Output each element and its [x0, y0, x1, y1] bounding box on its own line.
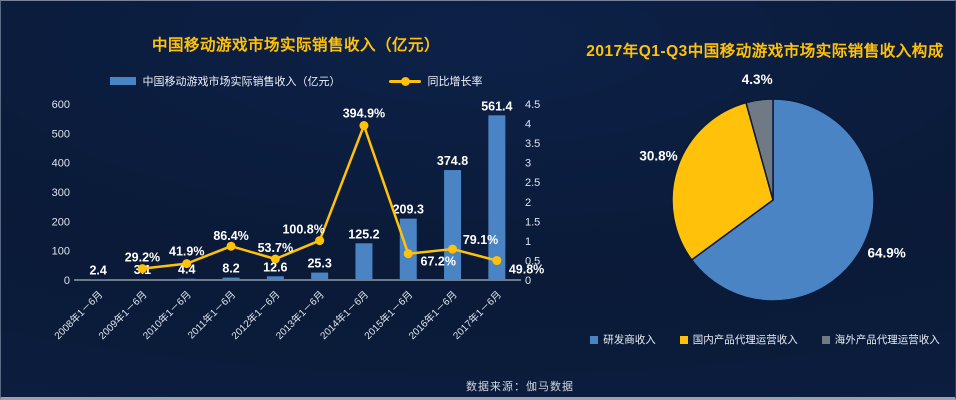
left-axis-tick-500: 500	[52, 128, 70, 140]
line-point-2012年1－6月	[270, 254, 280, 264]
legend-label-revenue: 中国移动游戏市场实际销售收入（亿元）	[142, 76, 341, 88]
bar-2010年1－6月	[178, 278, 196, 280]
right-axis-tick-3.5: 3.5	[525, 138, 540, 150]
line-point-2014年1－6月	[359, 121, 369, 131]
pie-legend-label: 海外产品代理运营收入	[834, 334, 940, 346]
right-axis-tick-0: 0	[525, 275, 531, 287]
bar-label-2011年1－6月: 8.2	[222, 262, 239, 276]
line-point-2016年1－6月	[448, 244, 458, 254]
pie-value-label-国内产品代理运营收入: 30.8%	[639, 148, 677, 163]
pie-chart-title: 2017年Q1-Q3中国移动游戏市场实际销售收入构成	[586, 43, 944, 60]
line-label-2012年1－6月: 53.7%	[258, 241, 293, 255]
pie-chart-legend: 研发商收入 国内产品代理运营收入 海外产品代理运营收入	[577, 332, 953, 347]
line-label-2009年1－6月: 29.2%	[125, 251, 160, 265]
pie-legend-item-研发商收入: 研发商收入	[590, 332, 656, 347]
pie-slice-海外产品代理运营收入	[745, 98, 774, 201]
left-axis-tick-0: 0	[64, 275, 70, 287]
line-marker-icon	[400, 76, 410, 86]
bar-2014年1－6月	[355, 243, 373, 280]
line-label-2016年1－6月: 79.1%	[463, 233, 498, 247]
line-label-2011年1－6月: 86.4%	[213, 229, 248, 243]
pie-value-label-海外产品代理运营收入: 4.3%	[742, 72, 773, 87]
pie-slice-国内产品代理运营收入	[671, 101, 774, 261]
right-axis-tick-2.5: 2.5	[525, 177, 540, 189]
bar-2008年1－6月	[89, 279, 107, 280]
pie-legend-item-海外产品代理运营收入: 海外产品代理运营收入	[821, 332, 940, 347]
line-point-2010年1－6月	[182, 259, 192, 269]
pie-slice-研发商收入	[690, 98, 875, 302]
pie-legend-swatch-icon	[590, 335, 599, 344]
bar-2017年1－6月	[488, 115, 506, 280]
legend-item-growth-rate: 同比增长率	[388, 73, 483, 89]
right-axis-tick-0.5: 0.5	[525, 255, 540, 267]
line-series-swatch-icon	[388, 76, 421, 86]
line-point-2009年1－6月	[137, 264, 147, 274]
left-axis-tick-400: 400	[52, 158, 70, 170]
bar-2013年1－6月	[311, 272, 329, 280]
line-label-2015年1－6月: 67.2%	[421, 255, 456, 269]
bar-2009年1－6月	[133, 279, 151, 280]
right-axis-tick-3: 3	[525, 158, 531, 170]
pie-chart: 64.9% 30.8% 4.3%	[639, 72, 906, 302]
bar-label-2008年1－6月: 2.4	[89, 263, 106, 277]
bar-label-2013年1－6月: 25.3	[307, 257, 331, 271]
source-note: 数据来源：伽马数据	[466, 381, 574, 393]
bar-chart-legend: 中国移动游戏市场实际销售收入（亿元） 同比增长率	[26, 73, 566, 89]
line-point-2017年1－6月	[492, 256, 502, 266]
left-axis-tick-200: 200	[52, 216, 70, 228]
pie-value-label-研发商收入: 64.9%	[867, 245, 905, 260]
bar-label-2010年1－6月: 4.4	[178, 263, 195, 277]
legend-item-revenue: 中国移动游戏市场实际销售收入（亿元）	[109, 73, 341, 89]
line-label-2017年1－6月: 49.8%	[509, 263, 544, 277]
right-axis-tick-1: 1	[525, 236, 531, 248]
bar-2012年1－6月	[266, 276, 284, 280]
bar-label-2012年1－6月: 12.6	[263, 260, 287, 274]
right-axis-tick-2: 2	[525, 197, 531, 209]
bar-label-2017年1－6月: 561.4	[481, 99, 512, 113]
right-axis-tick-4.5: 4.5	[525, 99, 540, 111]
line-label-2013年1－6月: 100.8%	[282, 223, 324, 237]
pie-legend-label: 研发商收入	[603, 334, 656, 346]
pie-legend-swatch-icon	[679, 335, 688, 344]
line-point-2011年1－6月	[226, 241, 236, 251]
pie-legend-swatch-icon	[821, 335, 830, 344]
pie-legend-item-国内产品代理运营收入: 国内产品代理运营收入	[679, 332, 798, 347]
pie-legend-label: 国内产品代理运营收入	[692, 334, 798, 346]
left-axis-tick-600: 600	[52, 99, 70, 111]
right-axis-tick-1.5: 1.5	[525, 216, 540, 228]
bar-label-2015年1－6月: 209.3	[393, 203, 424, 217]
bar-series-swatch-icon	[109, 77, 136, 85]
legend-label-growth-rate: 同比增长率	[427, 76, 483, 88]
line-point-2015年1－6月	[403, 249, 413, 259]
line-label-2014年1－6月: 394.9%	[343, 107, 385, 121]
line-point-2013年1－6月	[315, 236, 325, 246]
bar-label-2014年1－6月: 125.2	[348, 227, 379, 241]
right-axis-tick-4: 4	[525, 119, 531, 131]
line-label-2010年1－6月: 41.9%	[169, 245, 204, 259]
bar-label-2016年1－6月: 374.8	[437, 154, 468, 168]
bar-chart-title: 中国移动游戏市场实际销售收入（亿元）	[151, 37, 440, 54]
bar-line-combo-chart: 0 100 200 300 400 500 600 0 0.5 1 1.5 2 2.5 3 3.5 4 4.5 2…	[51, 99, 544, 342]
bar-2011年1－6月	[222, 277, 240, 280]
bar-2016年1－6月	[444, 170, 462, 280]
left-axis-tick-300: 300	[52, 187, 70, 199]
left-axis-tick-100: 100	[52, 246, 70, 258]
